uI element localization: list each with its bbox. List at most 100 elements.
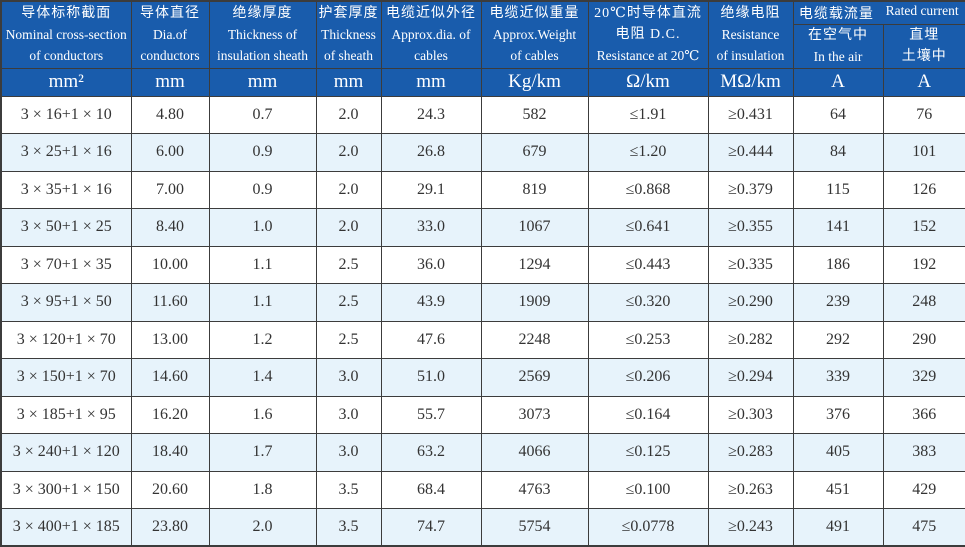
- header-dc-resistance: 20℃时导体直流 电阻 D.C. Resistance at 20℃: [587, 0, 709, 69]
- cell: ≤0.206: [587, 358, 709, 397]
- cell: ≤0.253: [587, 320, 709, 359]
- cell: 383: [882, 433, 965, 472]
- cell: 475: [882, 508, 965, 547]
- cell: 186: [792, 245, 884, 284]
- cell: 491: [792, 508, 884, 547]
- header-approx-diameter: 电缆近似外径 Approx.dia. of cables: [380, 0, 482, 69]
- unit-dc-resistance: Ω/km: [587, 67, 709, 97]
- cell: ≤0.125: [587, 433, 709, 472]
- cell: 2.0: [208, 508, 317, 547]
- cell: ≤0.164: [587, 395, 709, 434]
- cell: 1.0: [208, 208, 317, 247]
- cell: 3 × 25+1 × 16: [0, 133, 132, 172]
- cell: 3.0: [315, 358, 382, 397]
- header-en-label: conductors: [140, 48, 200, 64]
- cell: 376: [792, 395, 884, 434]
- table-row: 3 × 70+1 × 35 10.00 1.1 2.5 36.0 1294 ≤0.443 ≥0…: [0, 245, 965, 284]
- cell: ≤0.0778: [587, 508, 709, 547]
- cell: 24.3: [380, 95, 482, 134]
- header-current-buried: 直埋 土壤中: [882, 23, 965, 69]
- cell: ≥0.431: [707, 95, 794, 134]
- cell: 18.40: [130, 433, 210, 472]
- cell: 16.20: [130, 395, 210, 434]
- header-en-label: Rated current: [885, 2, 959, 18]
- cell: 8.40: [130, 208, 210, 247]
- table-row: 3 × 150+1 × 70 14.60 1.4 3.0 51.0 2569 ≤0.206 ≥…: [0, 358, 965, 397]
- cell: 3 × 95+1 × 50: [0, 283, 132, 322]
- header-en-label: of sheath: [323, 48, 374, 64]
- table-row: 3 × 185+1 × 95 16.20 1.6 3.0 55.7 3073 ≤0.164 ≥…: [0, 395, 965, 434]
- header-zh-label: 护套厚度: [318, 6, 379, 22]
- cell: 0.7: [208, 95, 317, 134]
- cell: 2.0: [315, 95, 382, 134]
- cell: 29.1: [380, 170, 482, 209]
- cell: ≤0.641: [587, 208, 709, 247]
- table-row: 3 × 120+1 × 70 13.00 1.2 2.5 47.6 2248 ≤0.253 ≥…: [0, 320, 965, 359]
- header-zh-label: 导体标称截面: [21, 6, 112, 22]
- cell: ≥0.379: [707, 170, 794, 209]
- cell: 3 × 50+1 × 25: [0, 208, 132, 247]
- cell: 7.00: [130, 170, 210, 209]
- unit-in-air: A: [792, 67, 884, 97]
- cell: 3.0: [315, 395, 382, 434]
- header-en-label: Approx.Weight: [492, 27, 577, 43]
- cell: 1.8: [208, 470, 317, 509]
- header-en-label: of insulation: [716, 48, 785, 64]
- header-en-label: insulation sheath: [216, 48, 309, 64]
- cell: 152: [882, 208, 965, 247]
- cell: 2.0: [315, 170, 382, 209]
- header-sheath-thickness: 护套厚度 Thickness of sheath: [315, 0, 382, 69]
- header-en-label: Approx.dia. of: [391, 27, 471, 43]
- header-conductor-diameter: 导体直径 Dia.of conductors: [130, 0, 210, 69]
- cell: 55.7: [380, 395, 482, 434]
- unit-insulation-resistance: MΩ/km: [707, 67, 794, 97]
- cell: ≤0.320: [587, 283, 709, 322]
- table-row: 3 × 25+1 × 16 6.00 0.9 2.0 26.8 679 ≤1.20 ≥0.44…: [0, 133, 965, 172]
- header-approx-weight: 电缆近似重量 Approx.Weight of cables: [480, 0, 589, 69]
- header-en-label: Thickness: [321, 27, 376, 43]
- cell: ≥0.283: [707, 433, 794, 472]
- cell: ≥0.290: [707, 283, 794, 322]
- cell: 141: [792, 208, 884, 247]
- cell: 20.60: [130, 470, 210, 509]
- unit-diameter: mm: [130, 67, 210, 97]
- unit-insulation: mm: [208, 67, 317, 97]
- header-insulation-thickness: 绝缘厚度 Thickness of insulation sheath: [208, 0, 317, 69]
- cell: 68.4: [380, 470, 482, 509]
- cell: 679: [480, 133, 589, 172]
- cell: 26.8: [380, 133, 482, 172]
- header-zh-label: 电阻 D.C.: [615, 27, 681, 43]
- table-row: 3 × 95+1 × 50 11.60 1.1 2.5 43.9 1909 ≤0.320 ≥0…: [0, 283, 965, 322]
- cell: 192: [882, 245, 965, 284]
- cell: 239: [792, 283, 884, 322]
- cell: ≥0.243: [707, 508, 794, 547]
- cell: 101: [882, 133, 965, 172]
- cell: ≤0.868: [587, 170, 709, 209]
- cell: ≥0.282: [707, 320, 794, 359]
- header-en-label: Thickness of: [227, 27, 298, 43]
- header-insulation-resistance: 绝缘电阻 Resistance of insulation: [707, 0, 794, 69]
- unit-outer-dia: mm: [380, 67, 482, 97]
- cell: 4763: [480, 470, 589, 509]
- cell: 3 × 35+1 × 16: [0, 170, 132, 209]
- cell: 339: [792, 358, 884, 397]
- cell: ≤0.100: [587, 470, 709, 509]
- cell: ≥0.303: [707, 395, 794, 434]
- table-header: 导体标称截面 Nominal cross-section of conducto…: [0, 0, 965, 97]
- header-zh-label: 电缆载流量: [798, 6, 874, 22]
- unit-sheath: mm: [315, 67, 382, 97]
- cell: 1294: [480, 245, 589, 284]
- cell: ≥0.263: [707, 470, 794, 509]
- table-row: 3 × 35+1 × 16 7.00 0.9 2.0 29.1 819 ≤0.868 ≥0.3…: [0, 170, 965, 209]
- header-en-label: Nominal cross-section: [5, 27, 127, 43]
- cell: 451: [792, 470, 884, 509]
- cell: 3.5: [315, 508, 382, 547]
- header-zh-label: 土壤中: [901, 49, 947, 64]
- cell: 76: [882, 95, 965, 134]
- cell: 43.9: [380, 283, 482, 322]
- cell: 3 × 300+1 × 150: [0, 470, 132, 509]
- unit-buried: A: [882, 67, 965, 97]
- cell: ≤0.443: [587, 245, 709, 284]
- header-en-label: In the air: [813, 49, 863, 64]
- cell: 0.9: [208, 133, 317, 172]
